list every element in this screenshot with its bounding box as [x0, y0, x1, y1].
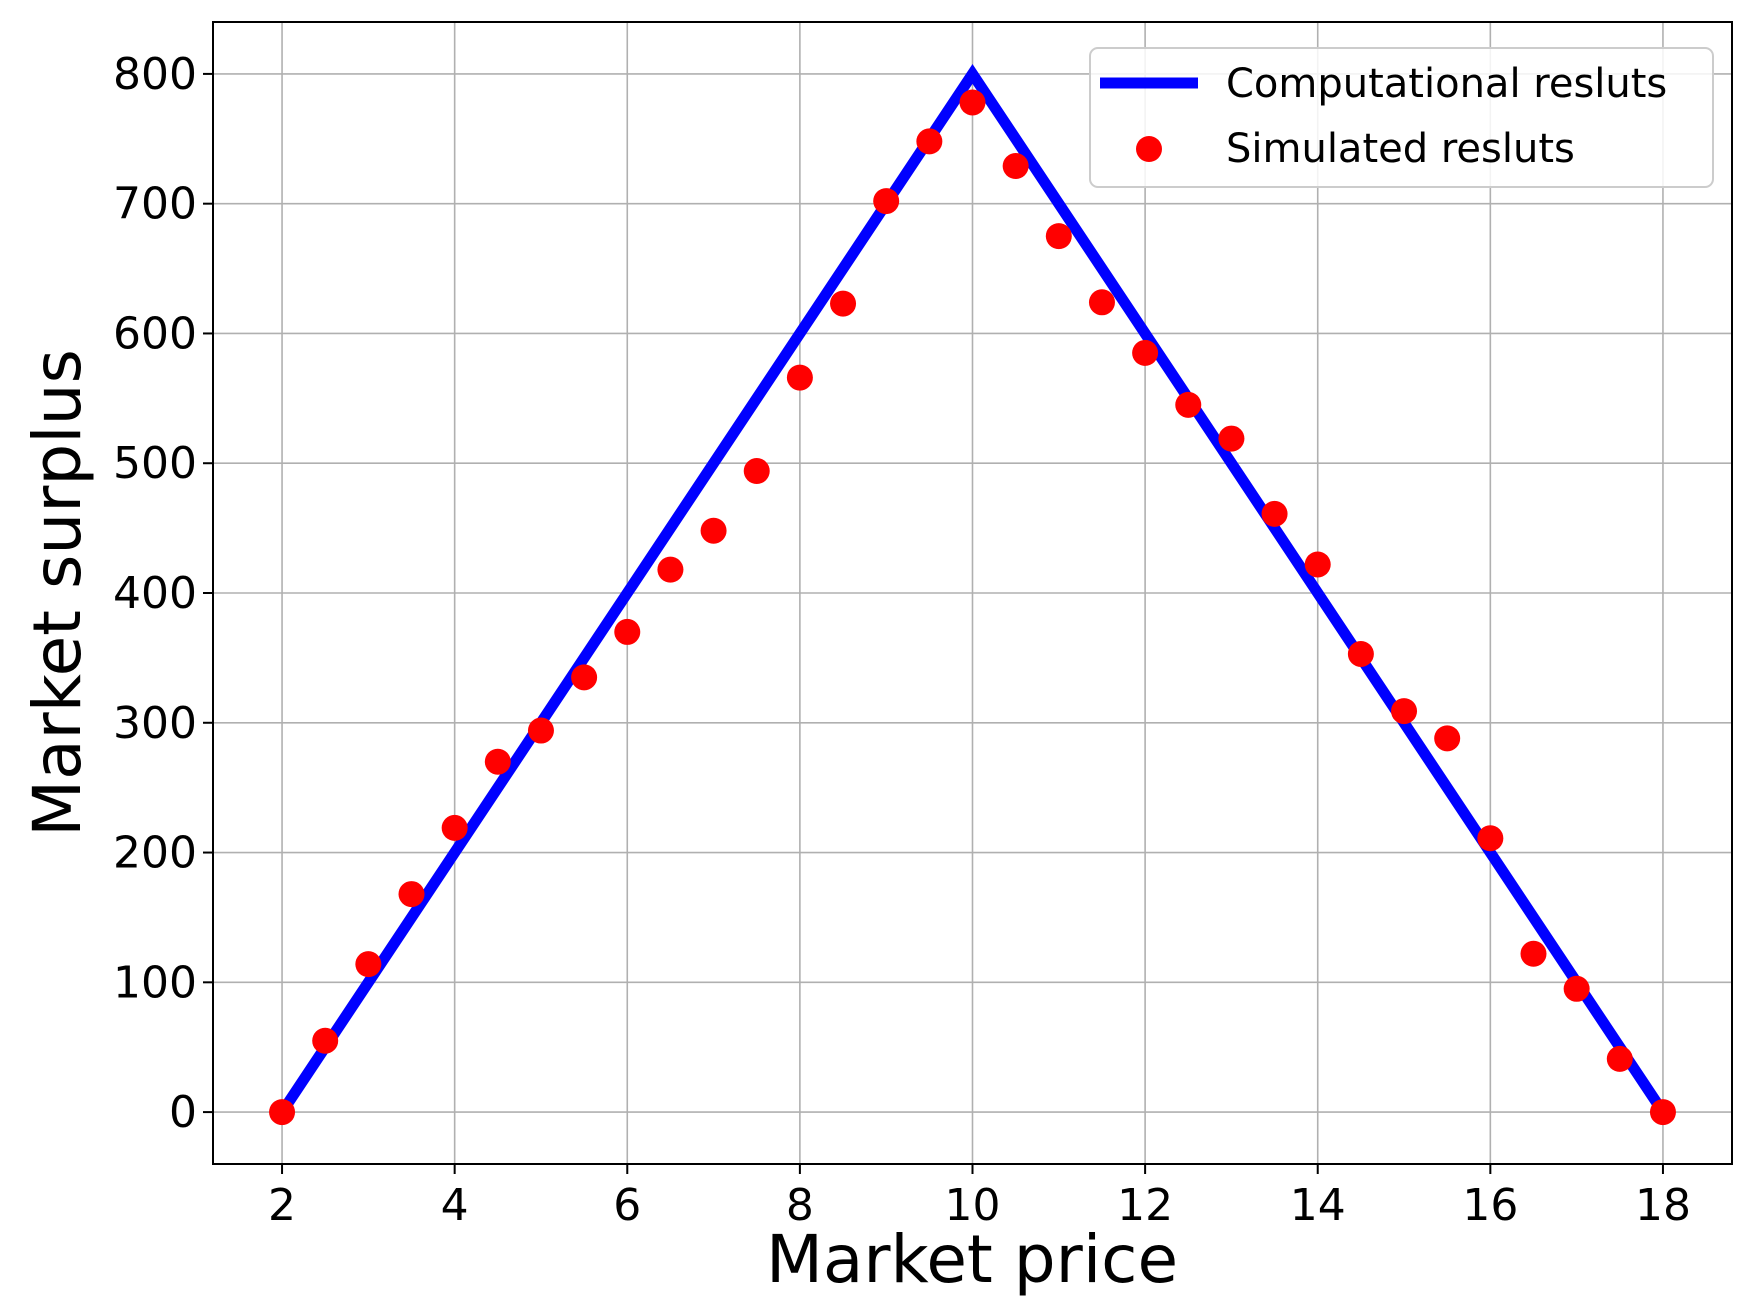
simulated-point [441, 814, 468, 841]
simulated-point [1175, 391, 1202, 418]
y-tick-label: 400 [113, 568, 197, 619]
simulated-point [355, 951, 382, 978]
legend-label-simulated: Simulated resluts [1226, 126, 1575, 172]
y-tick-label: 200 [113, 828, 197, 879]
y-tick-label: 300 [113, 698, 197, 749]
simulated-point [1434, 725, 1461, 752]
y-axis-label: Market surplus [19, 349, 96, 837]
plot-series [269, 63, 1676, 1126]
simulated-point [743, 458, 770, 485]
grid [213, 22, 1732, 1164]
x-tick-label: 18 [1635, 1180, 1691, 1231]
x-tick-label: 4 [441, 1180, 469, 1231]
simulated-point [830, 290, 857, 317]
simulated-point [1391, 698, 1418, 725]
simulated-point [1606, 1045, 1633, 1072]
simulated-point [1261, 500, 1288, 527]
simulated-point [786, 364, 813, 391]
simulated-point [484, 748, 511, 775]
y-tick-label: 500 [113, 438, 197, 489]
simulated-point [614, 618, 641, 645]
simulated-point [1347, 640, 1374, 667]
simulated-point [1002, 153, 1029, 180]
y-tick-label: 800 [113, 49, 197, 100]
x-tick-label: 8 [786, 1180, 814, 1231]
simulated-point [657, 556, 684, 583]
simulated-point [916, 128, 943, 155]
x-tick-label: 12 [1117, 1180, 1173, 1231]
legend: Computational resluts Simulated resluts [1089, 47, 1714, 188]
simulated-point [1218, 425, 1245, 452]
simulated-point [312, 1027, 339, 1054]
x-tick-label: 16 [1462, 1180, 1518, 1231]
legend-box [1089, 47, 1714, 188]
x-tick-label: 10 [945, 1180, 1001, 1231]
simulated-point [1477, 825, 1504, 852]
legend-marker-swatch [1136, 136, 1162, 162]
simulated-point [1304, 551, 1331, 578]
y-tick-label: 700 [113, 179, 197, 230]
simulated-point [269, 1099, 296, 1126]
simulated-point [527, 717, 554, 744]
simulated-point [873, 188, 900, 215]
x-axis-label: Market price [766, 1221, 1178, 1298]
x-tick-label: 6 [613, 1180, 641, 1231]
legend-label-computational: Computational resluts [1226, 61, 1667, 107]
simulated-point [571, 664, 598, 691]
simulated-point [1088, 289, 1115, 316]
simulated-point [1520, 940, 1547, 967]
x-tick-label: 14 [1290, 1180, 1346, 1231]
simulated-point [1563, 975, 1590, 1002]
computational-line [277, 63, 1668, 1116]
y-tick-label: 0 [169, 1087, 197, 1138]
simulated-point [1649, 1099, 1676, 1126]
simulated-point [959, 89, 986, 116]
y-tick-label: 600 [113, 308, 197, 359]
simulated-point [398, 881, 425, 908]
simulated-point [700, 517, 727, 544]
axis-ticks: 2 4 6 8 10 12 14 16 18 0 100 200 300 400 500 600 700 800 [113, 49, 1691, 1231]
simulated-point [1132, 339, 1159, 366]
simulated-point [1045, 223, 1072, 250]
x-tick-label: 2 [268, 1180, 296, 1231]
y-tick-label: 100 [113, 957, 197, 1008]
